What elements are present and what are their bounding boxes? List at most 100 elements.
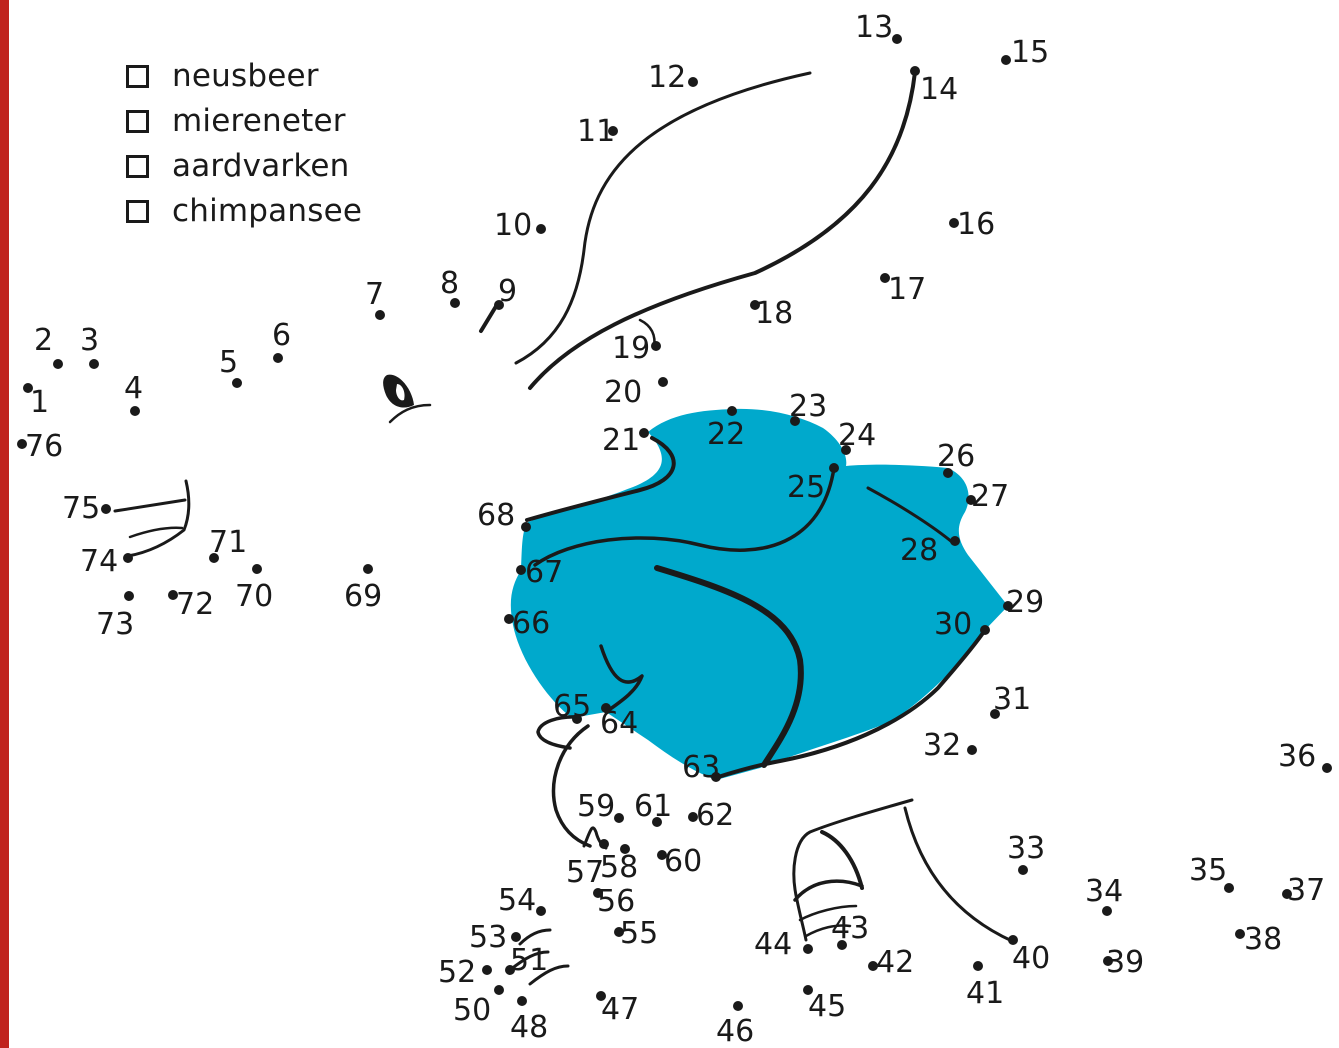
dot-number-51: 51 [510,943,548,978]
dot-28[interactable] [950,536,960,546]
dot-14[interactable] [910,66,920,76]
dot-75[interactable] [101,504,111,514]
checkbox-chimpansee[interactable] [126,199,149,223]
dot-number-68: 68 [477,498,515,533]
dot-16[interactable] [949,218,959,228]
dot-44[interactable] [803,944,813,954]
dot-71[interactable] [209,553,219,563]
dot-54[interactable] [536,906,546,916]
dot-10[interactable] [536,224,546,234]
dot-46[interactable] [733,1001,743,1011]
dot-37[interactable] [1282,889,1292,899]
dot-41[interactable] [973,961,983,971]
dot-69[interactable] [363,564,373,574]
dot-72[interactable] [168,590,178,600]
dot-51[interactable] [505,965,515,975]
dot-4[interactable] [130,406,140,416]
dot-13[interactable] [892,34,902,44]
dot-64[interactable] [601,703,611,713]
dot-48[interactable] [517,996,527,1006]
dot-22[interactable] [727,406,737,416]
dot-number-8: 8 [440,266,459,301]
dot-76[interactable] [17,439,27,449]
option-label: neusbeer [172,58,319,94]
dot-50[interactable] [494,985,504,995]
dot-38[interactable] [1235,929,1245,939]
dot-number-65: 65 [553,689,591,724]
dot-3[interactable] [89,359,99,369]
dot-43[interactable] [837,940,847,950]
dot-32[interactable] [967,745,977,755]
dot-73[interactable] [124,591,134,601]
dot-number-72: 72 [176,587,214,622]
dot-number-33: 33 [1007,831,1045,866]
dot-29[interactable] [1003,601,1013,611]
checkbox-aardvarken[interactable] [126,154,149,178]
dot-25[interactable] [829,463,839,473]
option-neusbeer[interactable]: neusbeer [126,56,319,96]
dot-27[interactable] [966,495,976,505]
dot-62[interactable] [688,812,698,822]
dot-number-23: 23 [789,389,827,424]
dot-36[interactable] [1322,763,1332,773]
dot-35[interactable] [1224,883,1234,893]
dot-26[interactable] [943,468,953,478]
checkbox-miereneter[interactable] [126,109,149,133]
dot-17[interactable] [880,273,890,283]
dot-6[interactable] [273,353,283,363]
dot-58[interactable] [620,844,630,854]
dot-1[interactable] [23,383,33,393]
dot-15[interactable] [1001,55,1011,65]
dot-31[interactable] [990,709,1000,719]
dot-60[interactable] [657,850,667,860]
dot-33[interactable] [1018,865,1028,875]
dot-5[interactable] [232,378,242,388]
dot-number-13: 13 [855,10,893,45]
dot-52[interactable] [482,965,492,975]
dot-42[interactable] [868,961,878,971]
dot-65[interactable] [572,714,582,724]
dot-8[interactable] [450,298,460,308]
dot-number-76: 76 [25,429,63,464]
dot-20[interactable] [658,377,668,387]
dot-39[interactable] [1103,956,1113,966]
option-chimpansee[interactable]: chimpansee [126,191,362,231]
dot-12[interactable] [688,77,698,87]
dot-55[interactable] [614,927,624,937]
dot-45[interactable] [803,985,813,995]
dot-40[interactable] [1008,935,1018,945]
dot-number-46: 46 [716,1014,754,1048]
dot-34[interactable] [1102,906,1112,916]
option-miereneter[interactable]: miereneter [126,101,346,141]
dot-9[interactable] [494,300,504,310]
dot-23[interactable] [790,416,800,426]
dot-number-15: 15 [1011,35,1049,70]
dot-70[interactable] [252,564,262,574]
dot-number-2: 2 [34,323,53,358]
dot-67[interactable] [516,565,526,575]
dot-68[interactable] [521,522,531,532]
dot-47[interactable] [596,991,606,1001]
dot-18[interactable] [750,300,760,310]
dot-57[interactable] [599,839,609,849]
dot-number-26: 26 [937,439,975,474]
dot-56[interactable] [593,888,603,898]
dot-61[interactable] [652,817,662,827]
option-aardvarken[interactable]: aardvarken [126,146,350,186]
dot-7[interactable] [375,310,385,320]
dot-53[interactable] [511,932,521,942]
checkbox-neusbeer[interactable] [126,64,149,88]
dot-24[interactable] [841,445,851,455]
dot-2[interactable] [53,359,63,369]
dot-63[interactable] [711,772,721,782]
dot-74[interactable] [123,553,133,563]
dot-21[interactable] [639,428,649,438]
dot-30[interactable] [980,625,990,635]
dot-number-32: 32 [923,728,961,763]
dot-66[interactable] [504,614,514,624]
dot-number-5: 5 [219,345,238,380]
dot-11[interactable] [608,126,618,136]
dot-number-41: 41 [966,976,1004,1011]
dot-59[interactable] [614,813,624,823]
dot-19[interactable] [651,341,661,351]
